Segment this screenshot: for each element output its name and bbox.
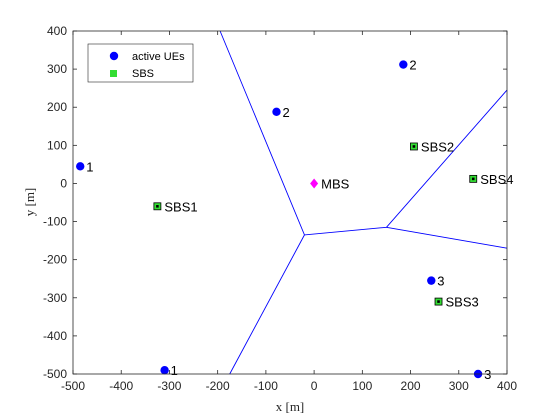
boundary-line-2 bbox=[229, 234, 305, 375]
y-tick-label: -100 bbox=[43, 215, 67, 229]
boundary-line-3 bbox=[386, 226, 508, 249]
sbs-label-4: SBS4 bbox=[480, 172, 513, 187]
axes-box bbox=[72, 30, 508, 375]
x-tick-label: -200 bbox=[206, 379, 230, 393]
legend-box bbox=[87, 43, 194, 83]
x-tick-label: 400 bbox=[497, 379, 517, 393]
ue-label-6: 3 bbox=[484, 367, 491, 382]
y-tick-label: -400 bbox=[43, 329, 67, 343]
cell-boundaries bbox=[219, 30, 508, 375]
x-axis-label: x [m] bbox=[276, 399, 305, 414]
sbs-point-center-2 bbox=[412, 145, 416, 148]
ue-label-3: 2 bbox=[282, 105, 289, 120]
y-tick-label: -300 bbox=[43, 291, 67, 305]
legend-label-ue: active UEs bbox=[132, 51, 185, 63]
mbs-label: MBS bbox=[321, 176, 350, 191]
x-tick-label: 200 bbox=[401, 379, 421, 393]
x-tick-label: 0 bbox=[311, 379, 318, 393]
plot-area bbox=[73, 31, 507, 374]
y-tick-label: 200 bbox=[47, 100, 67, 114]
sbs-label-3: SBS3 bbox=[446, 295, 479, 310]
x-tick-label: -100 bbox=[254, 379, 278, 393]
x-ticks: -500 -400 -300 -200 -100 0 100 200 300 400 bbox=[61, 31, 517, 393]
x-tick-label: 100 bbox=[352, 379, 372, 393]
ue-label-2: 1 bbox=[171, 363, 178, 378]
sbs-label-2: SBS2 bbox=[421, 139, 454, 154]
x-tick-label: -300 bbox=[157, 379, 181, 393]
ue-point-5 bbox=[427, 276, 436, 285]
sbs-point-center-4 bbox=[471, 177, 475, 181]
ue-label-5: 3 bbox=[437, 274, 444, 289]
y-axis-label: y [m] bbox=[22, 188, 37, 217]
legend-marker-ue bbox=[109, 51, 119, 61]
legend-marker-sbs bbox=[110, 70, 117, 77]
y-ticks: -500 -400 -300 -200 -100 0 100 200 300 400 bbox=[43, 24, 507, 381]
data-points: 1 1 2 2 3 3 SBS1 SBS2 SBS3 SBS4 MBS bbox=[76, 58, 513, 382]
ue-label-1: 1 bbox=[86, 159, 93, 174]
x-tick-label: -400 bbox=[109, 379, 133, 393]
ue-point-2 bbox=[160, 365, 169, 375]
x-tick-label: -500 bbox=[61, 379, 85, 393]
y-tick-label: 400 bbox=[47, 24, 67, 38]
y-tick-label: 100 bbox=[47, 138, 67, 152]
legend-label-sbs: SBS bbox=[132, 68, 154, 80]
legend: active UEs SBS bbox=[87, 43, 194, 83]
ue-point-4 bbox=[399, 60, 408, 69]
mbs-point bbox=[310, 178, 319, 189]
y-tick-label: -200 bbox=[43, 253, 67, 267]
y-tick-label: 300 bbox=[47, 62, 67, 76]
boundary-line-1 bbox=[219, 30, 508, 236]
sbs-point-center-1 bbox=[156, 205, 159, 208]
sbs-label-1: SBS1 bbox=[164, 199, 197, 214]
y-tick-label: -500 bbox=[43, 367, 67, 381]
ue-point-1 bbox=[76, 162, 85, 171]
y-tick-label: 0 bbox=[60, 176, 67, 190]
ue-label-4: 2 bbox=[409, 58, 416, 73]
ue-point-3 bbox=[272, 107, 281, 116]
sbs-point-center-3 bbox=[437, 300, 440, 303]
x-tick-label: 300 bbox=[449, 379, 469, 393]
